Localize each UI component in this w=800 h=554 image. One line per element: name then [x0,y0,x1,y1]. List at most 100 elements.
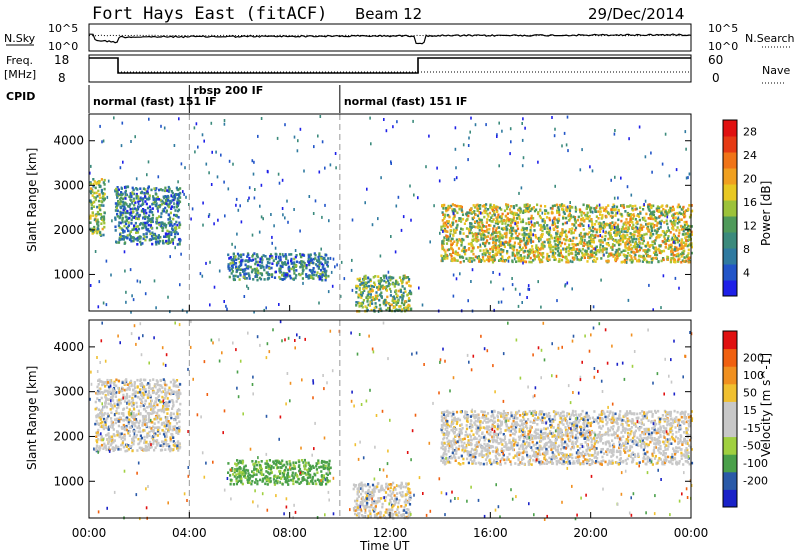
echo-cell [380,279,383,282]
echo-cell [134,135,136,139]
echo-cell [441,244,444,248]
echo-cell [650,234,653,238]
echo-cell [455,277,458,281]
echo-cell [281,207,284,210]
echo-cell [123,388,126,392]
echo-cell [603,225,606,229]
echo-cell [148,194,151,197]
echo-cell [566,259,570,262]
echo-cell [403,307,406,310]
echo-cell [608,226,611,229]
echo-cell [284,261,287,264]
echo-cell [258,230,261,234]
echo-cell [451,259,454,263]
echo-cell [101,383,104,387]
echo-cell [149,379,152,382]
echo-cell [617,254,620,257]
echo-cell [265,470,268,473]
echo-cell [668,174,671,178]
echo-cell [156,207,159,210]
echo-cell [356,284,359,288]
echo-cell [123,236,125,240]
echo-cell [670,253,673,256]
echo-cell [642,258,645,262]
echo-cell [644,245,648,248]
echo-cell [640,227,643,230]
echo-cell [161,440,164,443]
echo-cell [135,213,138,216]
echo-cell [511,212,514,215]
echo-cell [593,234,596,238]
echo-cell [137,202,140,205]
echo-cell [144,409,148,413]
echo-cell [279,267,282,270]
echo-cell [170,233,173,236]
echo-cell [687,224,690,228]
echo-cell [141,387,144,391]
echo-cell [232,252,235,256]
echo-cell [126,387,129,390]
echo-cell [442,222,445,225]
echo-cell [460,220,463,223]
echo-cell [162,404,165,408]
echo-cell [132,227,136,230]
echo-cell [102,219,105,223]
echo-cell [128,386,131,389]
echo-cell [149,446,152,449]
echo-cell [636,226,639,230]
echo-cell [179,191,182,195]
echo-cell [599,227,602,231]
echo-cell [505,227,508,231]
echo-cell [170,231,173,234]
echo-cell [144,399,147,402]
echo-cell [514,222,516,226]
echo-cell [494,248,497,252]
echo-cell [324,259,327,262]
echo-cell [336,263,338,267]
echo-cell [173,390,176,394]
echo-cell [126,185,130,189]
echo-cell [101,424,104,428]
echo-cell [533,222,536,225]
echo-cell [114,189,117,193]
echo-cell [635,237,638,241]
echo-cell [134,435,137,439]
echo-cell [687,257,690,261]
echo-cell [97,305,100,309]
echo-cell [620,260,623,264]
echo-cell [99,231,102,234]
echo-cell [121,441,124,445]
echo-cell [507,241,510,245]
echo-cell [144,238,147,242]
echo-cell [691,209,694,213]
echo-cell [626,233,629,237]
echo-cell [447,208,450,211]
echo-cell [683,233,686,236]
echo-cell [324,203,326,207]
echo-cell [102,139,105,143]
echo-cell [102,426,105,429]
echo-cell [614,129,616,132]
echo-cell [126,211,129,215]
echo-cell [681,251,684,255]
echo-cell [592,238,595,242]
echo-cell [510,205,513,208]
echo-cell [359,283,362,286]
echo-cell [367,280,370,284]
echo-cell [405,281,408,285]
echo-cell [116,209,119,213]
echo-cell [638,245,641,249]
echo-cell [210,183,213,186]
echo-cell [675,211,678,215]
echo-cell [135,420,139,423]
echo-cell [147,198,150,201]
echo-cell [98,204,101,207]
echo-cell [525,207,528,210]
echo-cell [138,390,141,394]
echo-cell [484,253,487,257]
echo-cell [470,226,473,229]
echo-cell [148,412,151,415]
echo-cell [165,197,169,200]
echo-cell [251,233,254,237]
echo-cell [442,224,445,228]
